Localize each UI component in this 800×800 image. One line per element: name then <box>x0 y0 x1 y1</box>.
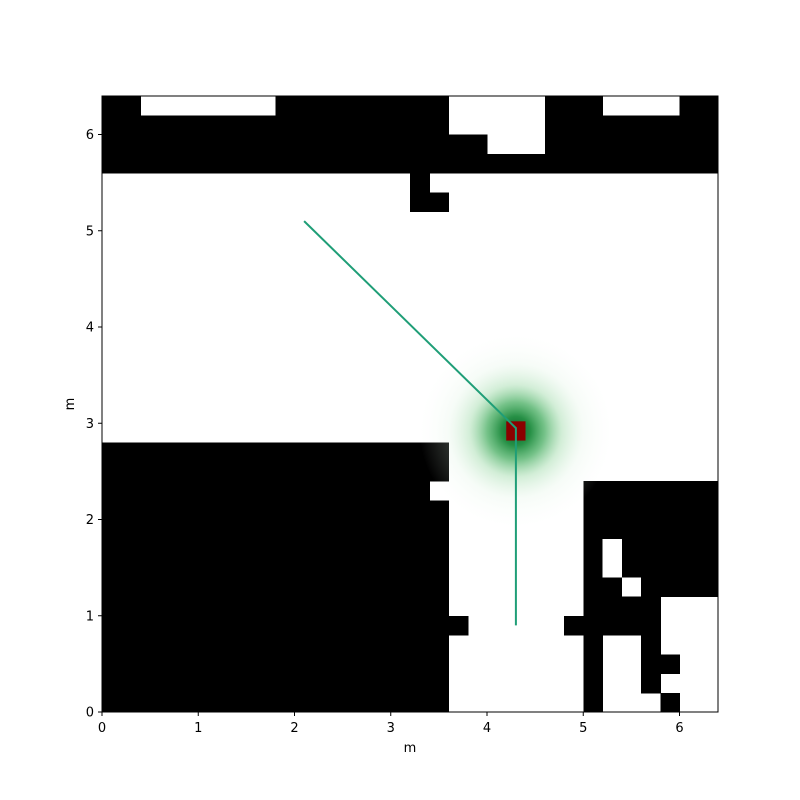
y-tick-label: 5 <box>86 224 94 239</box>
occupied-cell <box>102 115 449 135</box>
occupied-cell <box>660 654 680 674</box>
x-axis-label: m <box>404 741 417 756</box>
x-axis: 0 1 2 3 4 5 6 <box>98 712 684 736</box>
occupied-cell <box>679 96 718 116</box>
occupied-cell <box>102 96 141 116</box>
y-axis-label: m <box>63 398 78 411</box>
x-tick-label: 6 <box>675 721 683 736</box>
free-cell <box>602 538 622 578</box>
y-tick-label: 3 <box>86 417 94 432</box>
occupied-cell <box>102 442 449 482</box>
occupied-cell <box>544 115 718 135</box>
y-tick-label: 0 <box>86 706 94 721</box>
occupied-cell <box>544 96 603 116</box>
y-tick-label: 4 <box>86 321 94 336</box>
x-tick-label: 5 <box>579 721 587 736</box>
free-cell <box>621 577 641 597</box>
x-tick-label: 1 <box>194 721 202 736</box>
plot-area <box>102 96 718 712</box>
y-tick-label: 1 <box>86 609 94 624</box>
occupied-cell <box>641 635 661 694</box>
x-tick-label: 2 <box>290 721 298 736</box>
y-axis: 0 1 2 3 4 5 6 <box>86 128 102 721</box>
occupied-cell <box>448 615 469 636</box>
y-tick-label: 2 <box>86 513 94 528</box>
occupied-cell <box>583 635 603 712</box>
occupied-cell <box>583 596 661 636</box>
occupied-cell <box>102 153 718 174</box>
trajectory-line <box>303 220 517 626</box>
x-tick-label: 4 <box>483 721 491 736</box>
occupied-cell <box>410 192 449 212</box>
x-tick-label: 0 <box>98 721 106 736</box>
occupied-cell <box>564 615 584 636</box>
x-tick-label: 3 <box>387 721 395 736</box>
occupied-cell <box>102 500 449 712</box>
y-tick-label: 6 <box>86 128 94 143</box>
occupied-cell <box>275 96 449 116</box>
occupied-cell <box>544 134 718 155</box>
occupied-cell <box>102 481 430 501</box>
plot-frame <box>101 95 719 713</box>
occupied-cell <box>410 173 430 193</box>
occupied-cell <box>660 692 680 712</box>
occupied-cell <box>102 134 488 155</box>
